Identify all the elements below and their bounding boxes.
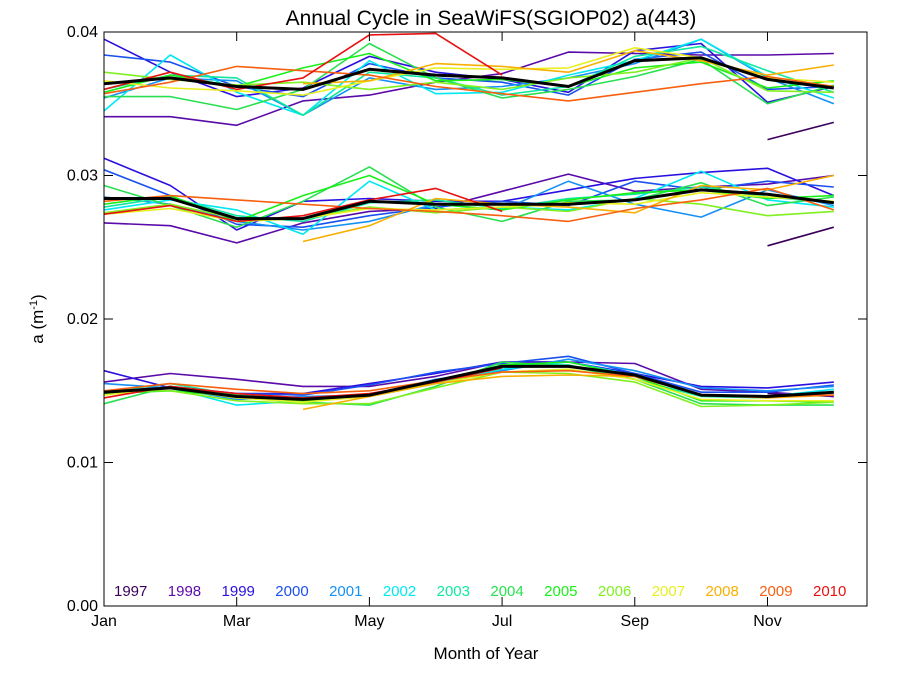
x-tick-label: Nov — [753, 613, 781, 630]
y-axis-label: a (m-1) — [28, 294, 47, 343]
y-tick-label: 0.02 — [67, 311, 98, 328]
plot-frame — [103, 31, 868, 607]
series-line-1997 — [767, 121, 835, 141]
series-line-2010 — [103, 32, 503, 91]
series-line-2009 — [103, 65, 834, 102]
y-tick-label: 0.03 — [67, 168, 98, 185]
series-line-2008 — [302, 49, 834, 85]
series-layer — [103, 32, 835, 411]
legend-entry-2008: 2008 — [705, 583, 738, 600]
mean-line — [103, 364, 834, 401]
series-line-2010 — [103, 187, 503, 223]
x-tick-label: Jan — [91, 613, 117, 630]
series-line-2004 — [103, 166, 834, 228]
legend-entry-2004: 2004 — [490, 583, 523, 600]
x-tick-label: Sep — [621, 613, 650, 630]
mean-line — [103, 56, 834, 91]
legend-entry-2007: 2007 — [652, 583, 685, 600]
series-line-2008 — [302, 174, 834, 243]
series-line-1997 — [767, 226, 835, 247]
legend-entry-2009: 2009 — [759, 583, 792, 600]
ticks-layer: Jan Mar May Jul Sep Nov 0.00 0.01 0.02 0.03 0.04 — [67, 24, 867, 630]
legend-entry-2001: 2001 — [329, 583, 362, 600]
legend-entry-1997: 1997 — [114, 583, 147, 600]
y-tick-label: 0.04 — [67, 24, 98, 41]
mean-line — [104, 188, 834, 221]
legend-entry-1998: 1998 — [168, 583, 201, 600]
legend-entry-1999: 1999 — [222, 583, 255, 600]
legend-entry-2002: 2002 — [383, 583, 416, 600]
legend-entry-2005: 2005 — [544, 583, 577, 600]
legend-entry-2010: 2010 — [813, 583, 846, 600]
legend-entry-2006: 2006 — [598, 583, 631, 600]
series-line-2009 — [103, 187, 835, 223]
x-tick-label: Mar — [223, 613, 251, 630]
x-axis-label: Month of Year — [434, 644, 539, 663]
legend-entry-2003: 2003 — [437, 583, 470, 600]
x-tick-label: May — [354, 613, 384, 630]
y-tick-label: 0.01 — [67, 455, 98, 472]
chart-title: Annual Cycle in SeaWiFS(SGIOP02) a(443) — [286, 7, 697, 30]
series-line-1998 — [103, 361, 834, 398]
y-tick-label: 0.00 — [67, 598, 98, 615]
legend: 1997 1998 1999 2000 2001 2002 2003 2004 2005 2006… — [114, 583, 846, 600]
x-tick-label: Jul — [492, 613, 512, 630]
legend-entry-2000: 2000 — [275, 583, 308, 600]
